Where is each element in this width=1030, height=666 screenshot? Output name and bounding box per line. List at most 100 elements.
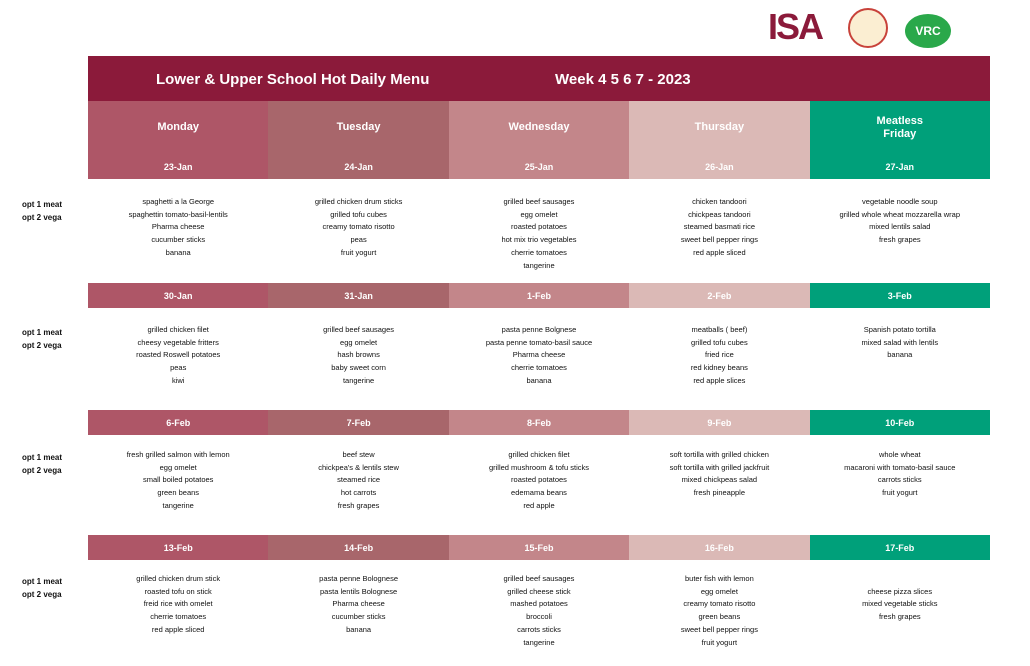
menu-item: tangerine <box>523 637 555 647</box>
date-cell: 23-Jan <box>88 154 269 179</box>
menu-item: kiwi <box>171 375 185 385</box>
day-header: Wednesday <box>448 101 630 154</box>
menu-item: red apple <box>523 500 555 510</box>
menu-item: chicken tandoori <box>692 197 747 206</box>
menu-item: Pharma cheese <box>332 599 385 609</box>
menu-item: fresh grapes <box>337 500 380 510</box>
menu-item: red kidney beans <box>690 363 748 373</box>
menu-item: small boiled potatoes <box>142 475 214 485</box>
date-cell: 27-Jan <box>809 154 990 179</box>
option-label: opt 1 meat <box>22 200 63 209</box>
menu-item: Spanish potato tortilla <box>863 325 936 334</box>
option-label: opt 1 meat <box>22 453 63 462</box>
menu-item: grilled chicken filet <box>147 325 209 334</box>
menu-item: red apple sliced <box>151 624 205 634</box>
menu-item: hash browns <box>337 350 380 360</box>
date-cell: 25-Jan <box>448 154 630 179</box>
date-cell: 13-Feb <box>88 535 269 560</box>
menu-item: banana <box>887 350 913 360</box>
day-header: Meatless Friday <box>809 101 990 154</box>
menu-item: roasted potatoes <box>511 222 567 232</box>
menu-item: mixed salad with lentils <box>861 337 939 347</box>
menu-item: pasta penne tomato-basil sauce <box>485 337 593 347</box>
menu-item: red apple sliced <box>693 247 746 257</box>
menu-item: peas <box>170 363 187 373</box>
menu-item: grilled beef sausages <box>323 325 395 334</box>
date-cell: 9-Feb <box>629 410 810 435</box>
menu-item: spaghetti a la George <box>142 197 215 206</box>
menu-item: mixed vegetable sticks <box>862 599 938 609</box>
menu-item: macaroni with tomato-basil sauce <box>844 462 956 472</box>
menu-item: egg omelet <box>340 337 378 347</box>
seal-logo <box>848 8 888 48</box>
date-cell: 14-Feb <box>268 535 449 560</box>
menu-item: egg omelet <box>520 209 558 219</box>
option-label: opt 1 meat <box>22 328 63 337</box>
menu-item: grilled mushroom & tofu sticks <box>488 462 590 472</box>
menu-item: steamed basmati rice <box>683 222 756 232</box>
menu-item: fresh grapes <box>878 612 921 622</box>
menu-item: fruit yogurt <box>882 488 918 498</box>
option-label: opt 1 meat <box>22 577 63 586</box>
day-header: Thursday <box>629 101 810 154</box>
menu-item: grilled tofu cubes <box>330 209 387 219</box>
date-cell: 24-Jan <box>268 154 449 179</box>
menu-item: mashed potatoes <box>510 599 568 609</box>
menu-item: tangerine <box>523 260 555 270</box>
menu-item: edemama beans <box>511 488 567 498</box>
isa-logo: ISA <box>768 6 824 47</box>
menu-item: fresh grapes <box>878 235 921 245</box>
menu-item: cherrie tomatoes <box>150 612 207 622</box>
date-cell: 17-Feb <box>809 535 990 560</box>
menu-item: carrots sticks <box>877 475 922 485</box>
option-label: opt 2 vega <box>22 340 62 350</box>
menu-item: creamy tomato risotto <box>322 222 395 232</box>
menu-item: fruit yogurt <box>340 247 377 257</box>
menu-item: grilled chicken filet <box>508 450 570 459</box>
menu-item: roasted Roswell potatoes <box>136 350 221 360</box>
vrc-logo: VRC <box>905 14 951 48</box>
menu-item: mixed chickpeas salad <box>681 475 758 485</box>
menu-item: green beans <box>157 488 200 498</box>
option-label: opt 2 vega <box>22 212 62 222</box>
menu-item: steamed rice <box>337 475 381 485</box>
menu-item: peas <box>350 235 367 245</box>
menu-item: sweet bell pepper rings <box>680 624 758 634</box>
option-label: opt 2 vega <box>22 465 62 475</box>
date-cell: 16-Feb <box>629 535 810 560</box>
menu-item: fried rice <box>705 350 734 360</box>
date-cell: 1-Feb <box>448 283 630 308</box>
menu-item: baby sweet corn <box>331 363 386 373</box>
date-cell: 6-Feb <box>88 410 269 435</box>
menu-title: Lower & Upper School Hot Daily Menu <box>156 71 430 88</box>
date-cell: 8-Feb <box>448 410 630 435</box>
menu-item: broccoli <box>526 612 552 622</box>
menu-item: grilled chicken drum sticks <box>314 197 403 206</box>
menu-item: egg omelet <box>159 462 197 472</box>
date-cell: 3-Feb <box>809 283 990 308</box>
date-cell: 26-Jan <box>629 154 810 179</box>
menu-item: grilled whole wheat mozzarella wrap <box>839 209 961 219</box>
menu-item: meatballs ( beef) <box>691 325 748 334</box>
menu-item: vegetable noodle soup <box>862 197 938 206</box>
menu-item: grilled chicken drum stick <box>136 574 221 583</box>
header-bar <box>88 56 990 101</box>
menu-item: banana <box>526 375 552 385</box>
menu-item: spaghettin tomato-basil-lentils <box>128 209 228 219</box>
week-title: Week 4 5 6 7 - 2023 <box>555 71 691 88</box>
menu-item: red apple slices <box>693 375 746 385</box>
menu-item: chickpeas tandoori <box>688 209 751 219</box>
menu-item: cucumber sticks <box>151 235 206 245</box>
menu-item: sweet bell pepper rings <box>680 235 758 245</box>
menu-item: Pharma cheese <box>151 222 205 232</box>
menu-item: chickpea's & lentils stew <box>318 462 399 472</box>
menu-item: tangerine <box>342 375 375 385</box>
date-cell: 10-Feb <box>809 410 990 435</box>
day-header: Monday <box>88 101 269 154</box>
menu-item: hot carrots <box>340 488 377 498</box>
menu-item: grilled beef sausages <box>503 574 575 583</box>
menu-item: Pharma cheese <box>512 350 566 360</box>
menu-item: pasta penne Bolgnese <box>501 325 577 334</box>
menu-item: grilled tofu cubes <box>691 337 748 347</box>
menu-item: soft tortilla with grilled jackfruit <box>669 462 770 472</box>
